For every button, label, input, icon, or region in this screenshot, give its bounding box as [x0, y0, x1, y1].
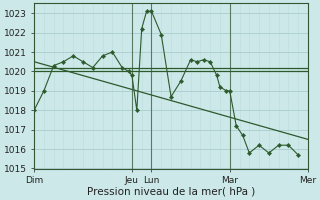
X-axis label: Pression niveau de la mer( hPa ): Pression niveau de la mer( hPa ) [87, 187, 255, 197]
